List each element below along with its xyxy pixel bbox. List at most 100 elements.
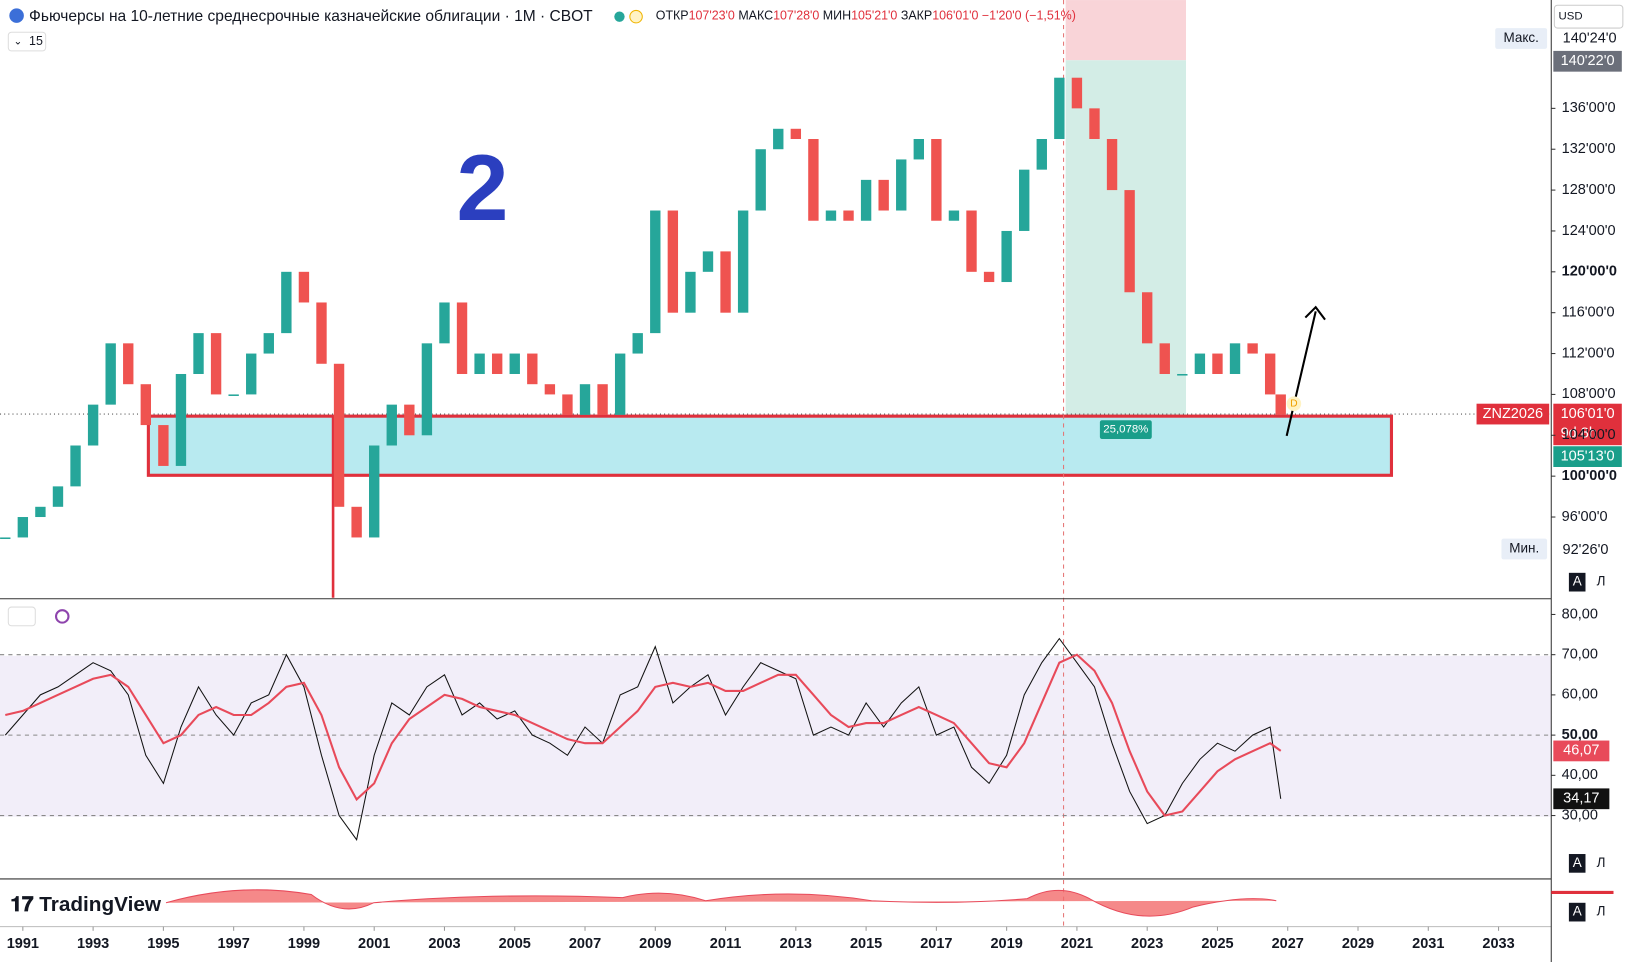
x-tick-label: 1999	[288, 936, 320, 952]
candle	[263, 333, 274, 354]
y-tick-label: 50,00	[1562, 727, 1598, 743]
interval[interactable]: 15	[29, 34, 43, 48]
last-value: 46,07	[1563, 743, 1599, 759]
candle	[1142, 292, 1153, 344]
y-tick-label: 70,00	[1562, 647, 1598, 663]
candle	[509, 353, 520, 374]
candle	[720, 251, 731, 313]
candle	[790, 128, 802, 140]
position-pct: 25,078%	[1103, 424, 1148, 436]
y-tick-label: 116'00'0	[1562, 305, 1615, 321]
max-value: 140'24'0	[1563, 30, 1617, 46]
auto-button[interactable]	[1568, 902, 1586, 922]
close-label: ЗАКР	[901, 9, 932, 23]
x-tick-label: 2023	[1131, 936, 1163, 952]
logo-mark: 𝟏𝟕	[10, 893, 39, 916]
collapse-button[interactable]	[7, 606, 36, 627]
last-price: 106'01'0	[1561, 406, 1615, 422]
x-tick-label: 2021	[1061, 936, 1093, 952]
stop-zone	[1065, 0, 1187, 61]
y-tick-label: 100'00'0	[1562, 468, 1617, 484]
ohlc: ОТКР107'23'0 МАКС107'28'0 МИН105'21'0 ЗА…	[656, 9, 1076, 23]
candle	[737, 210, 749, 313]
oscillator	[165, 889, 1277, 917]
candle	[983, 271, 995, 283]
rsi-band	[0, 655, 1552, 817]
high: 107'28'0	[773, 9, 819, 23]
candle	[1019, 169, 1030, 231]
candle	[70, 445, 81, 487]
min-label: Мин.	[1509, 541, 1539, 556]
refresh-icon[interactable]	[54, 609, 70, 624]
candle	[333, 363, 345, 507]
open: 107'23'0	[689, 9, 735, 23]
support-zone[interactable]	[146, 414, 1394, 477]
candle	[1001, 230, 1012, 283]
candle	[878, 179, 889, 211]
candle	[439, 302, 450, 344]
x-tick-label: 2017	[920, 936, 952, 952]
x-tick-label: 2015	[850, 936, 882, 952]
auto[interactable]: A	[1573, 855, 1582, 870]
candle	[140, 384, 152, 426]
interval-button[interactable]	[7, 31, 47, 52]
candle	[1036, 139, 1047, 170]
currency-button[interactable]	[1553, 4, 1624, 29]
auto[interactable]: A	[1573, 904, 1582, 919]
flag-icon	[9, 8, 24, 23]
auto-button[interactable]	[1568, 572, 1586, 592]
candle	[193, 333, 204, 374]
y-tick-label: 108'00'0	[1562, 386, 1616, 402]
candle	[351, 506, 362, 538]
candle	[896, 159, 907, 211]
candle	[246, 353, 257, 395]
last-value: 34,17	[1563, 791, 1599, 807]
x-tick-label: 2031	[1412, 936, 1444, 952]
candle	[527, 353, 538, 385]
low: 105'21'0	[851, 9, 897, 23]
y-tick-label: 80,00	[1562, 606, 1598, 622]
y-tick-label: 96'00'0	[1562, 509, 1608, 525]
x-tick-label: 2033	[1482, 936, 1514, 952]
log[interactable]: Л	[1597, 574, 1606, 589]
annotation-number: 2	[457, 135, 509, 240]
event-marker	[1286, 396, 1302, 411]
ticker: ZNZ2026	[1483, 406, 1544, 422]
candle	[298, 271, 310, 303]
candle	[562, 394, 573, 415]
log[interactable]: Л	[1597, 904, 1606, 919]
rsi-line	[4, 637, 1282, 841]
last-price-bg	[1553, 403, 1622, 446]
x-tick-label: 2001	[358, 936, 390, 952]
max-label-bg	[1495, 28, 1548, 49]
auto-button[interactable]	[1568, 854, 1586, 873]
auto[interactable]: A	[1573, 574, 1582, 589]
candle	[316, 302, 327, 364]
candle	[52, 486, 64, 507]
candle	[35, 506, 46, 518]
candle	[123, 343, 134, 385]
x-tick-label: 2029	[1342, 936, 1374, 952]
y-tick-label: 112'00'0	[1562, 345, 1615, 361]
x-tick-label: 2013	[780, 936, 812, 952]
candle	[404, 404, 415, 436]
y-tick-label: 104'00'0	[1562, 427, 1616, 443]
currency[interactable]: USD	[1559, 11, 1583, 23]
x-tick-label: 2019	[990, 936, 1022, 952]
candle	[1212, 353, 1223, 374]
high-label: МАКС	[738, 9, 773, 23]
position-badge	[1099, 420, 1152, 439]
candle	[228, 394, 239, 396]
candle	[1264, 353, 1276, 395]
candle	[597, 384, 608, 415]
candle	[491, 353, 503, 374]
open-label: ОТКР	[656, 9, 689, 23]
candle	[667, 210, 679, 313]
log[interactable]: Л	[1597, 855, 1606, 870]
candle	[931, 139, 942, 221]
candle	[773, 128, 784, 150]
low-label: МИН	[823, 9, 851, 23]
rsi-line	[5, 653, 1282, 817]
